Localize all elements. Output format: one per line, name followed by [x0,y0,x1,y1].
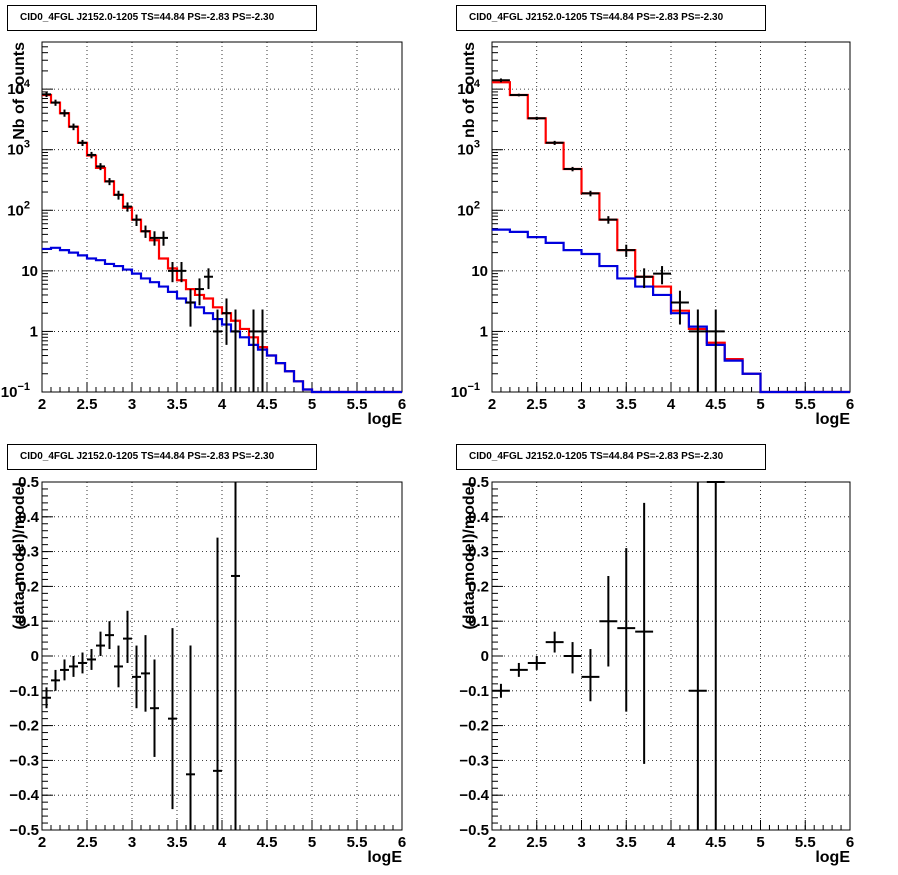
x-tick-label: 4 [218,834,227,851]
y-tick-label: 102 [7,199,30,219]
y-tick-label: 104 [7,78,31,98]
y-tick-label: −0.2 [9,718,39,735]
x-tick-label: 5.5 [795,834,816,851]
x-tick-label: 2.5 [526,396,547,413]
x-tick-label: 3.5 [616,834,637,851]
x-tick-label: 4.5 [257,834,278,851]
x-tick-label: 5 [308,834,316,851]
chart-residuals-left: 2 2.5 3 3.5 4 4.5 5 5.5 6 −0.5 −0.4 −0.3 −0.2 −0.1 0 0.… [9,474,406,866]
y-axis-label: Nb of counts [11,42,28,140]
chart-title: CID0_4FGL J2152.0-1205 TS=44.84 PS=-2.83… [456,5,766,31]
y-tick-label: 0.3 [18,544,39,561]
chart-title: CID0_4FGL J2152.0-1205 TS=44.84 PS=-2.83… [7,5,317,31]
y-tick-label: −0.3 [9,752,39,769]
x-tick-label: 2 [488,834,496,851]
model-histogram [492,228,850,394]
y-tick-label: 0 [31,648,39,665]
x-tick-label: 2 [488,396,496,413]
panel-top-right: 2 2.5 3 3.5 4 4.5 5 5.5 6 10−1 1 10 102 103 104 logE nb … [449,0,898,437]
y-tick-label: −0.1 [459,683,489,700]
x-tick-label: 5.5 [795,396,816,413]
x-tick-label: 4 [667,396,676,413]
y-tick-label: 10 [21,263,38,280]
y-tick-label: 0.2 [468,578,489,595]
x-tick-label: 3 [128,396,136,413]
x-tick-label: 3.5 [616,396,637,413]
x-tick-label: 3 [577,396,585,413]
y-tick-label: −0.2 [459,718,489,735]
x-tick-label: 4 [218,396,227,413]
panel-bottom-left: 2 2.5 3 3.5 4 4.5 5 5.5 6 −0.5 −0.4 −0.3 −0.2 −0.1 0 0.… [0,437,449,874]
x-tick-label: 2 [38,396,46,413]
y-tick-label: 10 [471,263,488,280]
x-tick-label: 6 [398,396,406,413]
y-tick-label: 0.4 [468,509,490,526]
x-tick-label: 4.5 [705,396,726,413]
y-tick-label: 0.5 [18,474,39,491]
y-tick-label: 0.3 [468,544,489,561]
y-axis-label: nb of counts [461,42,478,138]
plot-frame [491,481,851,831]
x-tick-label: 5 [756,396,764,413]
panel-top-left: 2 2.5 3 3.5 4 4.5 5 5.5 6 10−1 1 10 102 103 104 logE Nb … [0,0,449,437]
y-axis-label: (data-model)/model [461,482,478,630]
y-tick-label: 1 [30,323,38,340]
x-axis-label: logE [367,849,402,866]
y-tick-label: 103 [7,139,30,159]
x-tick-label: 2 [38,834,46,851]
y-tick-label: 1 [480,323,488,340]
y-tick-label: 0.2 [18,578,39,595]
x-tick-label: 5.5 [347,834,368,851]
y-tick-label: 0.1 [468,613,489,630]
y-tick-label: 10−1 [451,381,480,401]
y-tick-label: 103 [457,139,480,159]
x-tick-label: 5 [308,396,316,413]
panel-bottom-right: 2 2.5 3 3.5 4 4.5 5 5.5 6 −0.5 −0.4 −0.3 −0.2 −0.1 0 0.… [449,437,898,874]
y-tick-label: −0.3 [459,752,489,769]
y-tick-label: 0 [481,648,489,665]
x-tick-label: 6 [846,396,854,413]
x-tick-label: 6 [846,834,854,851]
x-axis-label: logE [815,849,850,866]
y-tick-label: −0.4 [9,787,39,804]
chart-residuals-right: 2 2.5 3 3.5 4 4.5 5 5.5 6 −0.5 −0.4 −0.3 −0.2 −0.1 0 0.… [459,474,854,866]
y-tick-label: 0.5 [468,474,489,491]
x-tick-label: 2.5 [526,834,547,851]
y-axis-label: (data-model)/model [11,482,28,630]
y-tick-label: 0.1 [18,613,39,630]
x-tick-label: 5.5 [347,396,368,413]
y-tick-label: 104 [457,78,481,98]
plot-frame [491,41,851,393]
x-tick-label: 3.5 [167,396,188,413]
y-tick-label: −0.4 [459,787,489,804]
x-tick-label: 5 [756,834,764,851]
y-tick-label: −0.1 [9,683,39,700]
chart-title: CID0_4FGL J2152.0-1205 TS=44.84 PS=-2.83… [7,444,317,470]
x-tick-label: 2.5 [77,834,98,851]
model-histogram [42,246,402,394]
y-tick-label: 10−1 [1,381,30,401]
x-tick-label: 4.5 [257,396,278,413]
chart-counts-left: 2 2.5 3 3.5 4 4.5 5 5.5 6 10−1 1 10 102 103 104 logE Nb … [1,41,406,428]
y-tick-label: 102 [457,199,480,219]
x-tick-label: 3 [577,834,585,851]
plot-frame [41,41,403,393]
x-tick-label: 4 [667,834,676,851]
x-tick-label: 6 [398,834,406,851]
x-tick-label: 3.5 [167,834,188,851]
chart-title: CID0_4FGL J2152.0-1205 TS=44.84 PS=-2.83… [456,444,766,470]
x-tick-label: 2.5 [77,396,98,413]
y-tick-label: 0.4 [18,509,40,526]
y-tick-label: −0.5 [9,822,39,839]
x-axis-label: logE [367,411,402,428]
x-tick-label: 4.5 [705,834,726,851]
chart-counts-right: 2 2.5 3 3.5 4 4.5 5 5.5 6 10−1 1 10 102 103 104 logE nb … [451,41,854,428]
y-tick-label: −0.5 [459,822,489,839]
x-tick-label: 3 [128,834,136,851]
x-axis-label: logE [815,411,850,428]
